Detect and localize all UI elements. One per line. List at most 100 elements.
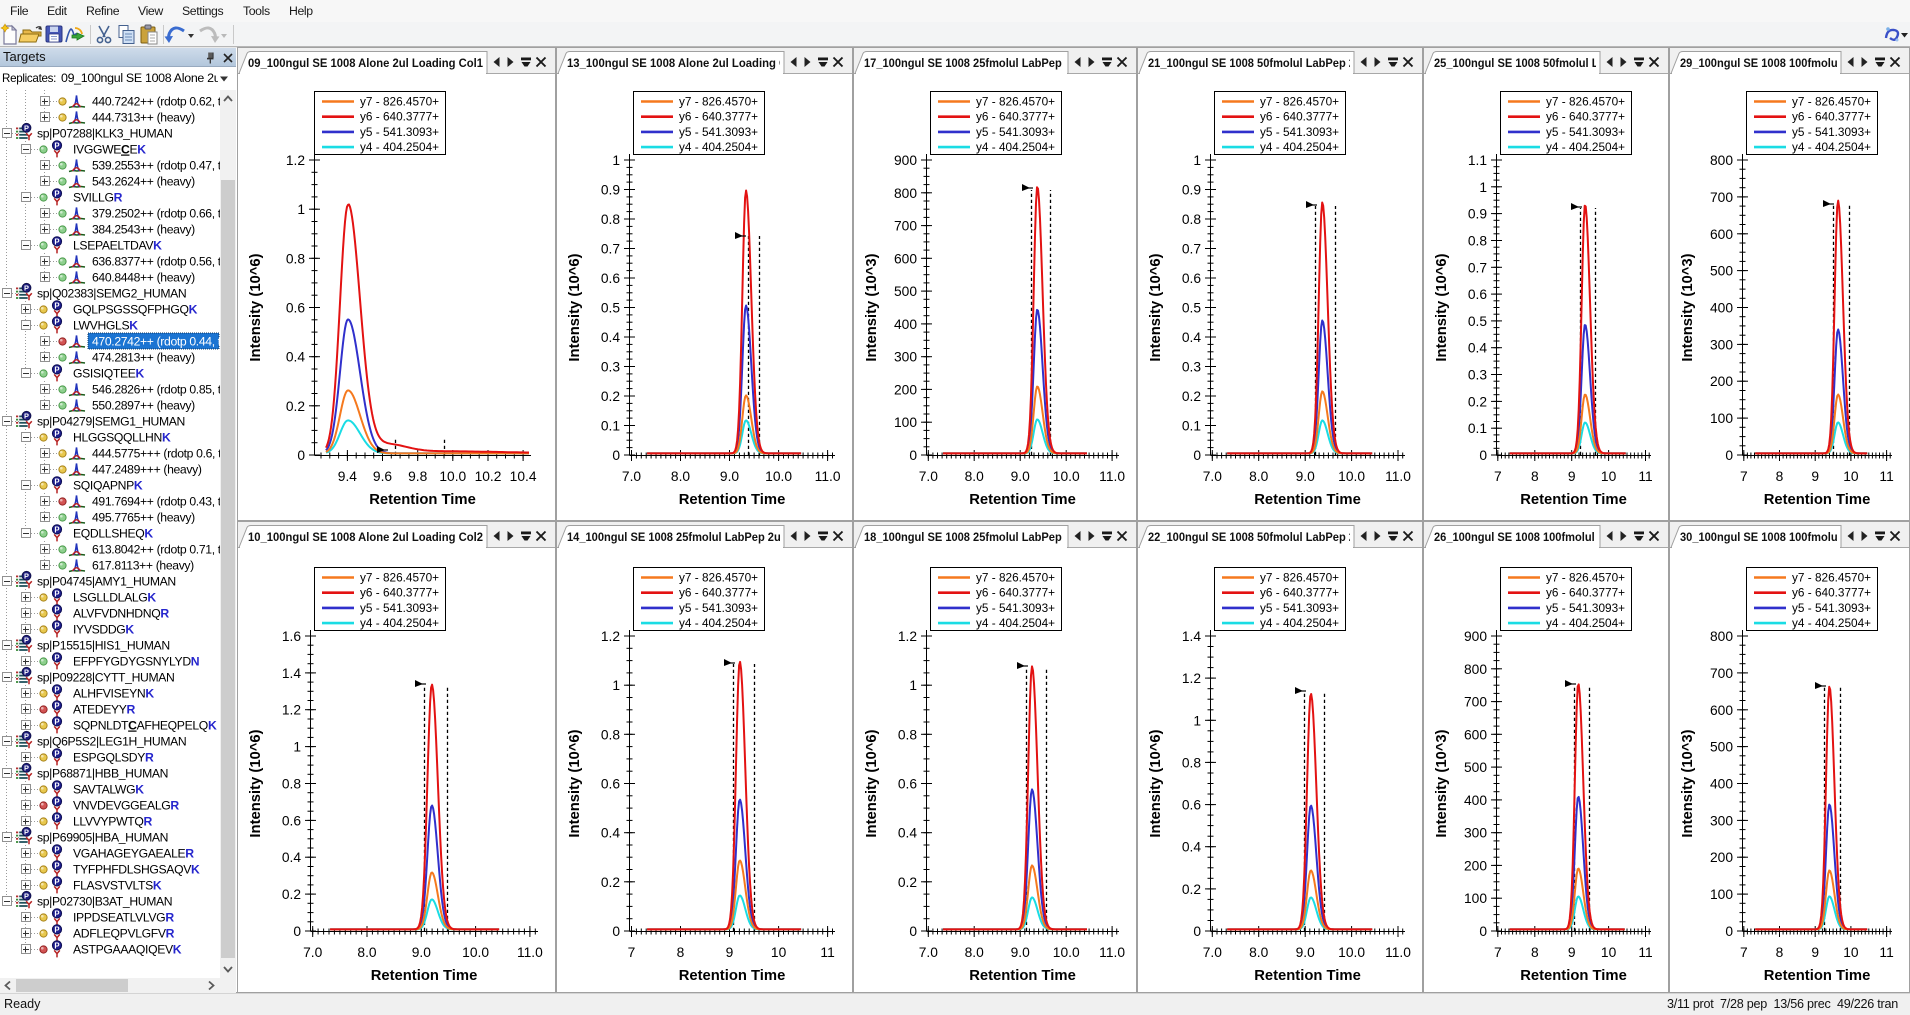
svg-text:y5 - 541.3093+: y5 - 541.3093+ xyxy=(360,125,439,139)
svg-text:y6 - 640.3777+: y6 - 640.3777+ xyxy=(679,110,758,124)
svg-text:11: 11 xyxy=(1638,945,1652,960)
svg-text:ESPGQLSDYR: ESPGQLSDYR xyxy=(73,751,154,765)
svg-text:8: 8 xyxy=(677,945,685,960)
svg-text:y5 - 541.3093+: y5 - 541.3093+ xyxy=(976,601,1055,615)
svg-text:1: 1 xyxy=(293,740,301,755)
svg-text:HLGGSQQLLHNK: HLGGSQQLLHNK xyxy=(73,431,171,445)
svg-text:ASTPGAAAQIQEVK: ASTPGAAAQIQEVK xyxy=(73,943,182,957)
svg-text:546.2826++ (rdotp 0.85, tot: 546.2826++ (rdotp 0.85, tot xyxy=(92,383,220,397)
svg-text:y5 - 541.3093+: y5 - 541.3093+ xyxy=(976,125,1055,139)
svg-text:P: P xyxy=(54,941,59,950)
svg-text:0.1: 0.1 xyxy=(601,419,620,434)
svg-text:1: 1 xyxy=(612,153,620,168)
svg-text:Retention Time: Retention Time xyxy=(969,492,1076,508)
svg-text:0.5: 0.5 xyxy=(1468,314,1488,329)
svg-text:900: 900 xyxy=(1464,629,1487,644)
svg-text:400: 400 xyxy=(1464,793,1487,808)
svg-text:0.4: 0.4 xyxy=(282,850,302,865)
svg-text:100: 100 xyxy=(1710,411,1733,426)
svg-text:1.6: 1.6 xyxy=(282,629,302,644)
svg-text:sp|P69905|HBA_HUMAN: sp|P69905|HBA_HUMAN xyxy=(37,831,168,845)
svg-text:P: P xyxy=(24,732,29,741)
svg-text:0.5: 0.5 xyxy=(1182,301,1202,316)
svg-text:y5 - 541.3093+: y5 - 541.3093+ xyxy=(1260,125,1339,139)
svg-text:25_100ngul SE 1008 50fmolul La: 25_100ngul SE 1008 50fmolul LabPep 2ul L… xyxy=(1434,56,1668,70)
svg-text:y4 - 404.2504+: y4 - 404.2504+ xyxy=(1792,140,1871,154)
svg-text:0: 0 xyxy=(909,448,917,463)
svg-text:9.0: 9.0 xyxy=(412,945,432,960)
svg-text:11.0: 11.0 xyxy=(517,945,543,960)
svg-text:800: 800 xyxy=(1710,153,1733,168)
svg-text:10.2: 10.2 xyxy=(475,469,502,484)
svg-text:0.2: 0.2 xyxy=(286,399,305,414)
svg-text:9.0: 9.0 xyxy=(1011,945,1031,960)
svg-text:0.2: 0.2 xyxy=(1468,394,1487,409)
svg-text:sp|Q6P5S2|LEG1H_HUMAN: sp|Q6P5S2|LEG1H_HUMAN xyxy=(37,735,186,749)
svg-text:SVILLGR: SVILLGR xyxy=(73,191,123,205)
svg-text:0.2: 0.2 xyxy=(898,875,917,890)
svg-text:P: P xyxy=(54,589,59,598)
svg-text:0: 0 xyxy=(1725,924,1733,939)
svg-text:1.2: 1.2 xyxy=(898,629,917,644)
svg-text:0.3: 0.3 xyxy=(601,360,621,375)
svg-text:0.4: 0.4 xyxy=(601,330,621,345)
svg-text:8: 8 xyxy=(1531,469,1539,484)
svg-text:0.2: 0.2 xyxy=(601,875,620,890)
svg-text:Retention Time: Retention Time xyxy=(1764,492,1871,508)
svg-text:sp|P04279|SEMG1_HUMAN: sp|P04279|SEMG1_HUMAN xyxy=(37,415,185,429)
svg-text:700: 700 xyxy=(894,219,917,234)
svg-text:0.4: 0.4 xyxy=(1182,840,1202,855)
svg-text:640.8448++ (heavy): 640.8448++ (heavy) xyxy=(92,271,195,285)
svg-text:7: 7 xyxy=(1494,945,1502,960)
svg-text:1.2: 1.2 xyxy=(1182,671,1201,686)
svg-text:0.5: 0.5 xyxy=(601,301,621,316)
svg-text:y6 - 640.3777+: y6 - 640.3777+ xyxy=(360,110,439,124)
svg-text:0.4: 0.4 xyxy=(1468,341,1488,356)
svg-text:y7 - 826.4570+: y7 - 826.4570+ xyxy=(1792,95,1871,109)
svg-text:y6 - 640.3777+: y6 - 640.3777+ xyxy=(360,586,439,600)
svg-text:P: P xyxy=(24,124,29,133)
svg-text:0.8: 0.8 xyxy=(282,777,302,792)
svg-text:700: 700 xyxy=(1710,190,1733,205)
svg-text:10.0: 10.0 xyxy=(439,469,466,484)
svg-text:11: 11 xyxy=(1638,469,1652,484)
svg-text:11.0: 11.0 xyxy=(1099,469,1125,484)
svg-text:0.8: 0.8 xyxy=(1182,755,1202,770)
svg-text:y5 - 541.3093+: y5 - 541.3093+ xyxy=(1546,601,1625,615)
svg-text:ALVFVDNHDNQR: ALVFVDNHDNQR xyxy=(73,607,169,621)
svg-text:P: P xyxy=(54,429,59,438)
svg-text:0: 0 xyxy=(1725,448,1733,463)
svg-text:Intensity (10^3): Intensity (10^3) xyxy=(1680,253,1696,361)
svg-text:VNVDEVGGEALGR: VNVDEVGGEALGR xyxy=(73,799,179,813)
svg-text:200: 200 xyxy=(1710,850,1733,865)
svg-text:y7 - 826.4570+: y7 - 826.4570+ xyxy=(679,95,758,109)
svg-text:SQPNLDTCAFHEQPELQK: SQPNLDTCAFHEQPELQK xyxy=(73,719,217,733)
svg-text:444.7313++ (heavy): 444.7313++ (heavy) xyxy=(92,111,195,125)
svg-text:0: 0 xyxy=(1193,924,1201,939)
svg-text:LLVVYPWTQR: LLVVYPWTQR xyxy=(73,815,152,829)
svg-text:8.0: 8.0 xyxy=(357,945,377,960)
svg-text:y7 - 826.4570+: y7 - 826.4570+ xyxy=(1260,571,1339,585)
svg-text:Intensity (10^3): Intensity (10^3) xyxy=(1680,729,1696,837)
svg-text:613.8042++ (rdotp 0.71, tot: 613.8042++ (rdotp 0.71, tot xyxy=(92,543,220,557)
svg-text:10_100ngul SE 1008 Alone 2ul L: 10_100ngul SE 1008 Alone 2ul Loading Col… xyxy=(248,530,483,544)
svg-text:y4 - 404.2504+: y4 - 404.2504+ xyxy=(1260,140,1339,154)
svg-text:P: P xyxy=(54,797,59,806)
svg-text:0.9: 0.9 xyxy=(1468,207,1488,222)
svg-text:100: 100 xyxy=(1710,887,1733,902)
svg-text:7.0: 7.0 xyxy=(1203,945,1223,960)
svg-text:Intensity (10^3): Intensity (10^3) xyxy=(1434,729,1450,837)
svg-text:ALHFVISEYNK: ALHFVISEYNK xyxy=(73,687,154,701)
svg-text:P: P xyxy=(54,301,59,310)
svg-text:y6 - 640.3777+: y6 - 640.3777+ xyxy=(1260,586,1339,600)
svg-text:0.2: 0.2 xyxy=(282,887,301,902)
svg-text:y4 - 404.2504+: y4 - 404.2504+ xyxy=(1546,616,1625,630)
svg-text:0.7: 0.7 xyxy=(601,242,620,257)
svg-text:y6 - 640.3777+: y6 - 640.3777+ xyxy=(1792,110,1871,124)
svg-text:1.4: 1.4 xyxy=(1182,629,1202,644)
svg-text:sp|P09228|CYTT_HUMAN: sp|P09228|CYTT_HUMAN xyxy=(37,671,175,685)
svg-text:0.6: 0.6 xyxy=(1468,287,1488,302)
svg-text:491.7694++ (rdotp 0.43, tot: 491.7694++ (rdotp 0.43, tot xyxy=(92,495,220,509)
svg-text:600: 600 xyxy=(1464,727,1487,742)
svg-text:Retention Time: Retention Time xyxy=(1254,968,1361,984)
